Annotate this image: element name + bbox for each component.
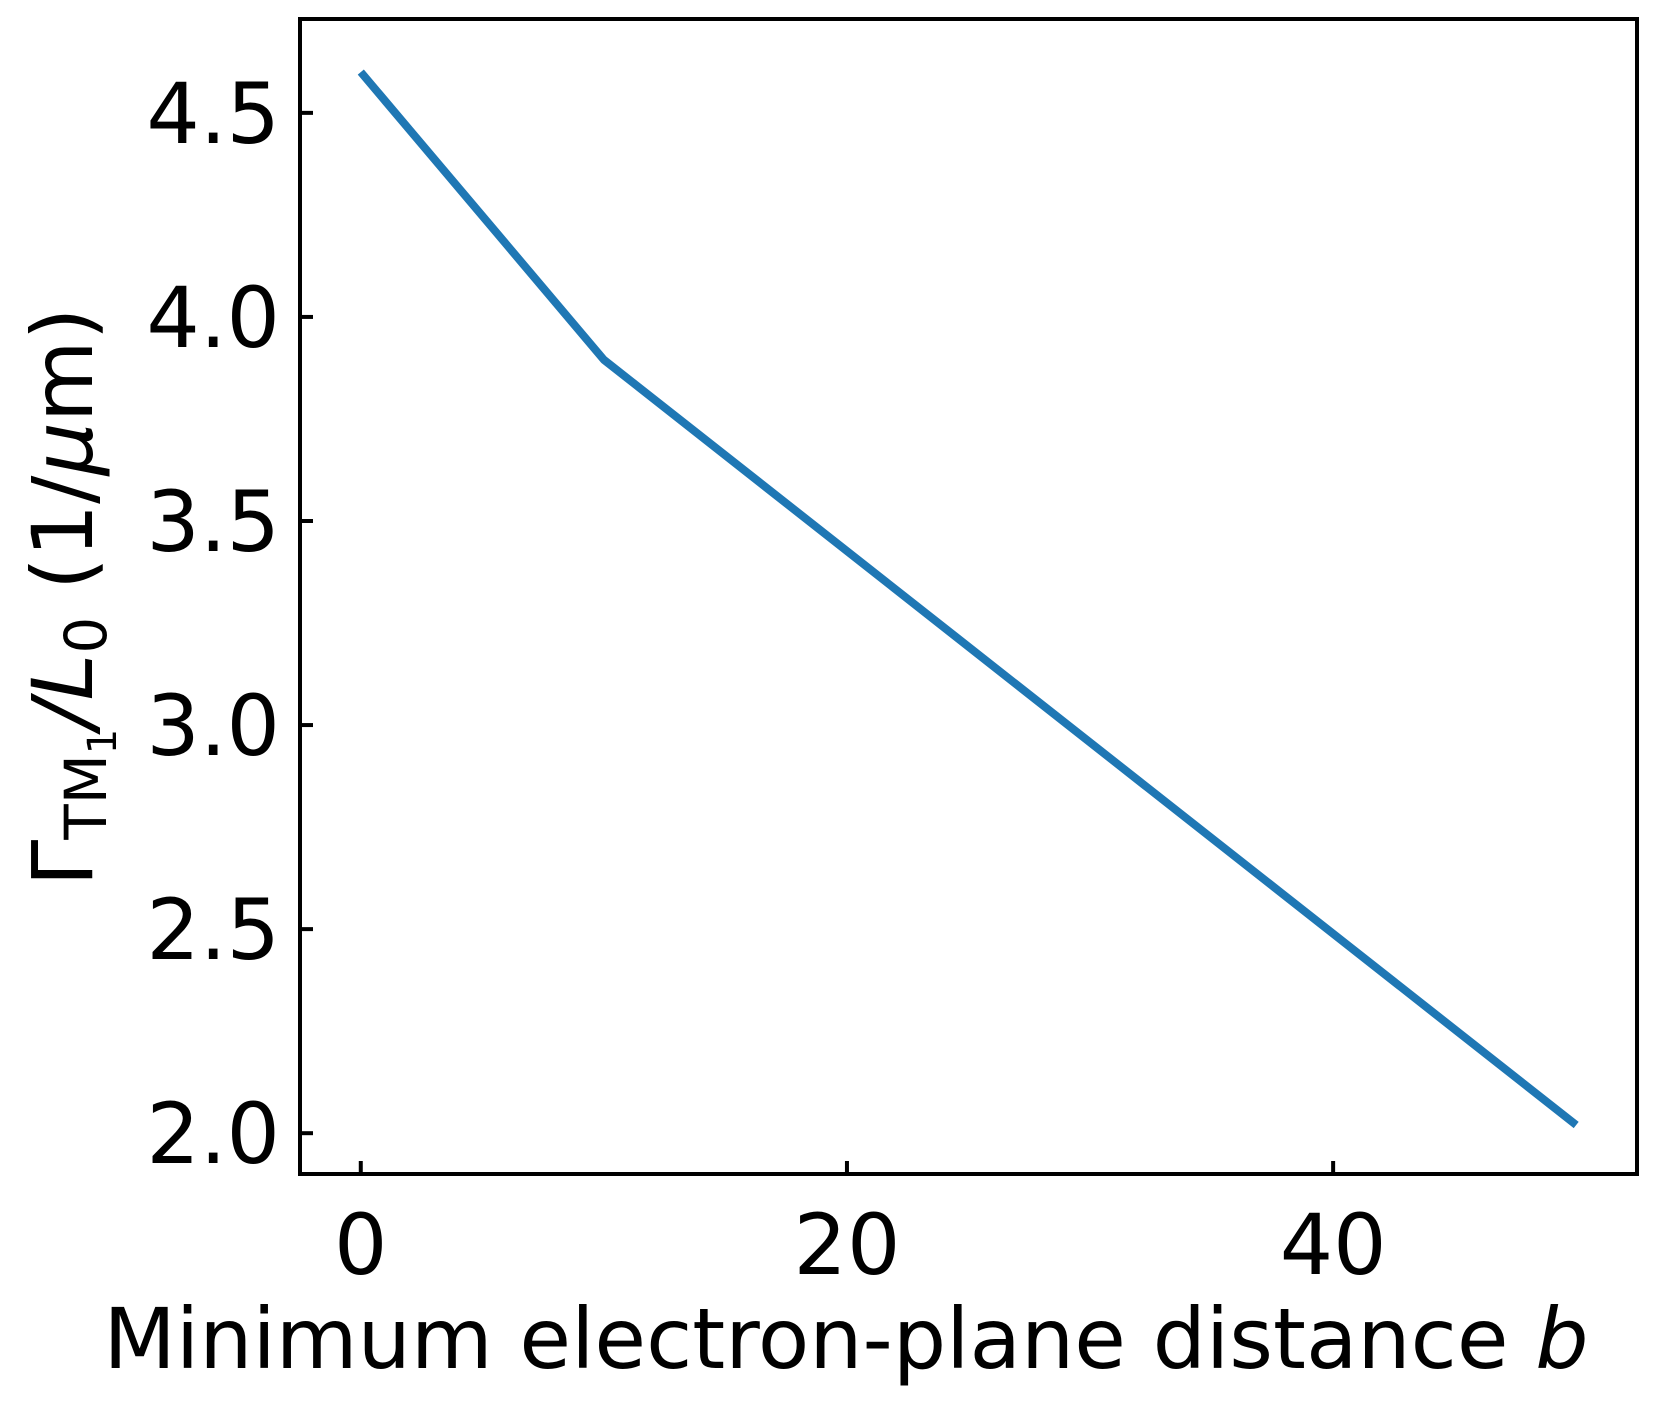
axes-frame <box>298 17 1639 1176</box>
y-axis-label: ΓTM1/L0 (1/μm) <box>14 307 126 886</box>
y-tick-label: 2.0 <box>146 1085 280 1183</box>
axis-ticks <box>300 110 1336 1174</box>
y-tick-label: 2.5 <box>146 881 280 979</box>
x-axis-label: Minimum electron-plane distance b <box>103 1290 1588 1388</box>
plot-area <box>357 69 1579 1129</box>
y-tick-label: 3.5 <box>146 473 280 571</box>
y-tick-label: 4.5 <box>146 65 280 163</box>
x-tick-label: 0 <box>334 1196 387 1294</box>
y-tick-label: 3.0 <box>146 677 280 775</box>
x-tick-label: 40 <box>1280 1196 1387 1294</box>
series-line-0 <box>357 69 1579 1129</box>
y-tick-label: 4.0 <box>146 269 280 367</box>
tick-labels: 0 20 40 2.0 2.5 3.0 3.5 4.0 4.5 <box>146 65 1386 1294</box>
x-tick-label: 20 <box>794 1196 901 1294</box>
